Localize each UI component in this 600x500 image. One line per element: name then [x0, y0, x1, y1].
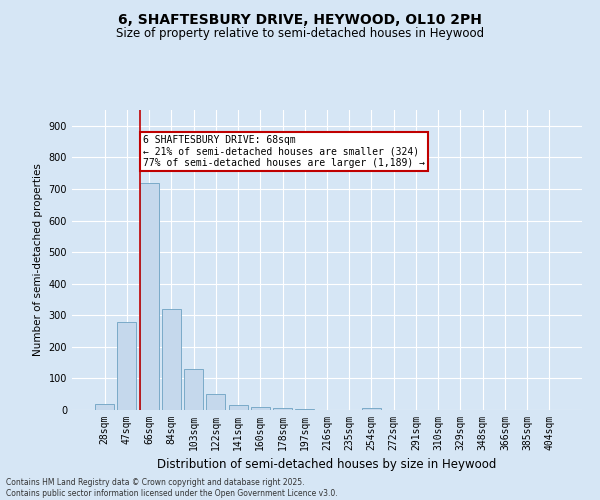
Bar — [184, 369, 203, 410]
Text: 6 SHAFTESBURY DRIVE: 68sqm
← 21% of semi-detached houses are smaller (324)
77% o: 6 SHAFTESBURY DRIVE: 68sqm ← 21% of semi… — [143, 136, 425, 168]
Bar — [206, 394, 225, 410]
Y-axis label: Number of semi-detached properties: Number of semi-detached properties — [33, 164, 43, 356]
Bar — [162, 309, 181, 410]
Bar — [229, 406, 248, 410]
Bar — [251, 407, 270, 410]
Text: Contains HM Land Registry data © Crown copyright and database right 2025.
Contai: Contains HM Land Registry data © Crown c… — [6, 478, 338, 498]
Bar — [140, 182, 158, 410]
Text: Size of property relative to semi-detached houses in Heywood: Size of property relative to semi-detach… — [116, 28, 484, 40]
Bar — [362, 408, 381, 410]
Bar — [95, 404, 114, 410]
Bar — [118, 322, 136, 410]
Text: 6, SHAFTESBURY DRIVE, HEYWOOD, OL10 2PH: 6, SHAFTESBURY DRIVE, HEYWOOD, OL10 2PH — [118, 12, 482, 26]
Bar — [273, 408, 292, 410]
X-axis label: Distribution of semi-detached houses by size in Heywood: Distribution of semi-detached houses by … — [157, 458, 497, 471]
